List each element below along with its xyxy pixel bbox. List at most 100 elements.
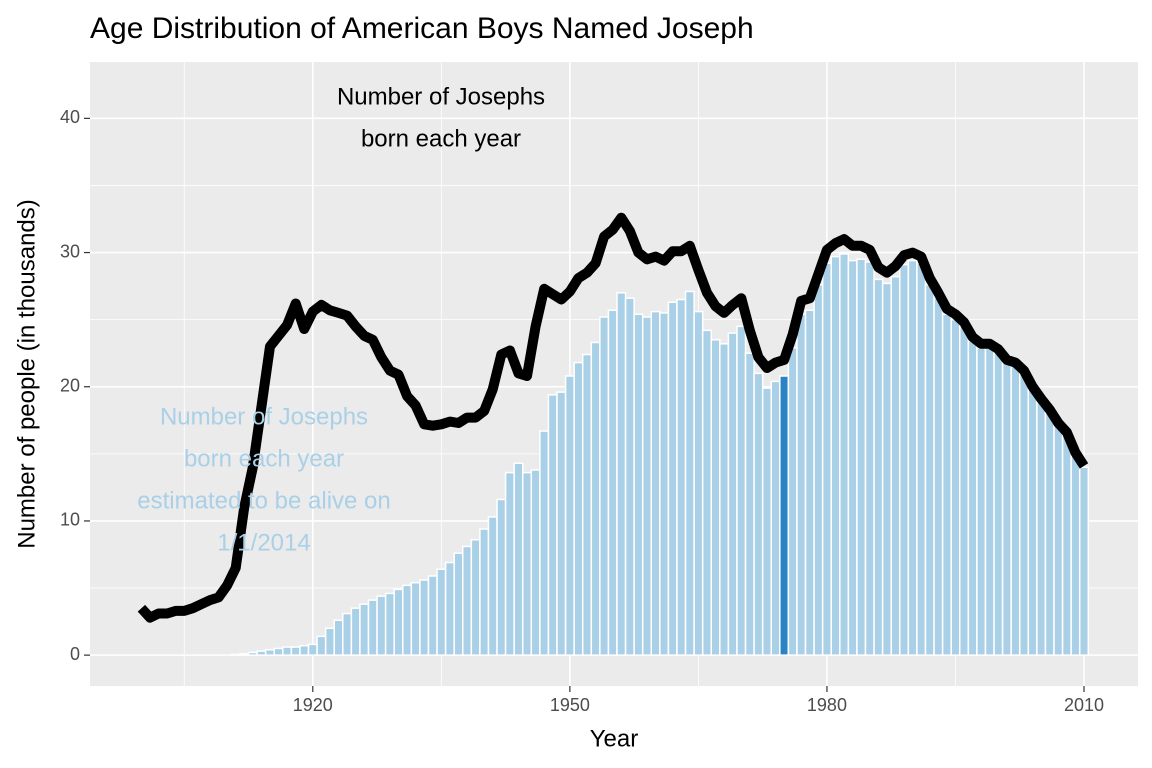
bar [1010,364,1021,656]
bar [924,284,935,656]
bar [333,619,344,656]
bar [1044,410,1055,656]
bar [779,375,790,656]
y-axis-label: Number of people (in thousands) [13,199,40,549]
bar [719,343,730,656]
bar [967,340,978,656]
bar [436,568,447,656]
bar [890,275,901,656]
y-tick-label: 30 [60,241,80,261]
bar [427,575,438,656]
bar [367,599,378,656]
bar [941,313,952,656]
bar [402,584,413,656]
bar [993,351,1004,656]
bar [564,375,575,656]
bar [813,284,824,656]
y-tick-label: 0 [70,644,80,664]
bar [444,561,455,656]
bar [1070,453,1081,656]
bar [1061,432,1072,656]
y-tick-label: 10 [60,510,80,530]
bar [804,309,815,656]
bar [547,394,558,656]
bar [796,313,807,656]
y-tick-label: 40 [60,107,80,127]
bar [881,282,892,656]
bar [916,262,927,656]
bar [1027,388,1038,656]
bar [736,325,747,656]
bar [496,498,507,656]
bar [659,312,670,656]
bar [933,297,944,656]
bar [273,647,284,656]
annotation: born each year [361,125,521,152]
bar [256,650,267,656]
bar [684,290,695,656]
bar [513,462,524,656]
bar [1036,400,1047,656]
annotation: estimated to be alive on [137,487,391,514]
bar [624,297,635,656]
bar [770,380,781,656]
x-axis-label: Year [590,725,639,752]
bar [521,471,533,656]
bar [641,316,653,656]
bar [470,538,481,656]
bar [350,607,361,656]
y-tick-label: 20 [60,375,80,395]
bar [573,361,584,656]
bar [864,261,875,656]
annotation: Number of Josephs [337,83,545,110]
x-tick-label: 1980 [807,695,847,715]
bar [847,259,858,656]
bar [581,353,593,656]
bar [453,552,464,656]
bar [479,528,490,656]
bar [359,603,370,656]
bar [230,653,241,656]
bar [710,339,721,656]
bar [556,391,567,656]
bar [650,310,661,656]
bar [727,332,738,656]
bar [342,612,353,656]
bar [761,387,772,656]
bar [856,258,867,656]
bar [316,635,327,656]
bar [299,644,310,656]
bar [1053,423,1064,656]
bar [976,347,987,656]
bar [907,259,918,656]
bar [667,301,678,656]
bar [787,347,798,656]
bar [384,592,395,656]
bar [599,316,610,656]
bar [264,649,275,656]
bar [984,347,995,656]
bar [462,545,473,656]
x-tick-label: 1950 [550,695,590,715]
annotation: Number of Josephs [160,403,368,430]
bar [607,309,618,656]
bar [290,646,301,656]
bar [821,262,832,656]
bar [247,651,258,656]
bar [959,325,970,656]
bar [487,516,498,656]
chart-title: Age Distribution of American Boys Named … [90,12,754,45]
bar [393,588,404,656]
bar [753,372,764,656]
bar [633,313,644,656]
bar [504,471,515,656]
line [137,212,1089,623]
bar [239,653,250,656]
annotation: born each year [184,445,344,472]
x-tick-label: 1920 [293,695,333,715]
bar [839,253,850,656]
bar [950,318,961,656]
bar [539,430,550,656]
bar [590,341,601,656]
